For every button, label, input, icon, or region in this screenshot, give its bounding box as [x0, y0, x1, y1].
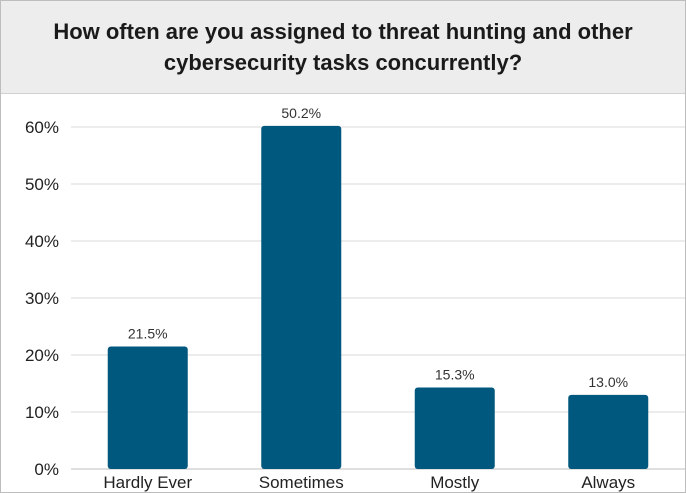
- y-tick-label: 20%: [25, 346, 59, 365]
- x-category-label: Mostly: [430, 473, 480, 492]
- bar-always: [568, 394, 649, 469]
- data-label: 13.0%: [588, 374, 628, 390]
- data-labels: 21.5% 50.2% 15.3% 13.0%: [128, 105, 628, 390]
- y-axis-ticks: 0% 10% 20% 30% 40% 50% 60%: [25, 118, 59, 479]
- bars: [107, 125, 649, 470]
- y-tick-label: 50%: [25, 175, 59, 194]
- data-label: 50.2%: [281, 105, 321, 121]
- bar-mostly: [414, 387, 495, 469]
- bar-sometimes: [261, 125, 342, 470]
- y-tick-label: 60%: [25, 118, 59, 137]
- chart-title: How often are you assigned to threat hun…: [53, 19, 633, 75]
- x-axis-categories: Hardly Ever Sometimes Mostly Always: [103, 473, 635, 492]
- x-category-label: Hardly Ever: [103, 473, 192, 492]
- y-tick-label: 40%: [25, 232, 59, 251]
- y-tick-label: 0%: [34, 460, 59, 479]
- bar-chart: 0% 10% 20% 30% 40% 50% 60% Hardly Ever Sometime…: [25, 105, 685, 492]
- data-label: 21.5%: [128, 325, 168, 341]
- x-category-label: Sometimes: [259, 473, 344, 492]
- data-label: 15.3%: [435, 366, 475, 382]
- bar-hardly-ever: [107, 346, 188, 469]
- x-category-label: Always: [581, 473, 635, 492]
- y-tick-label: 30%: [25, 289, 59, 308]
- y-tick-label: 10%: [25, 403, 59, 422]
- chart-header: How often are you assigned to threat hun…: [1, 1, 685, 94]
